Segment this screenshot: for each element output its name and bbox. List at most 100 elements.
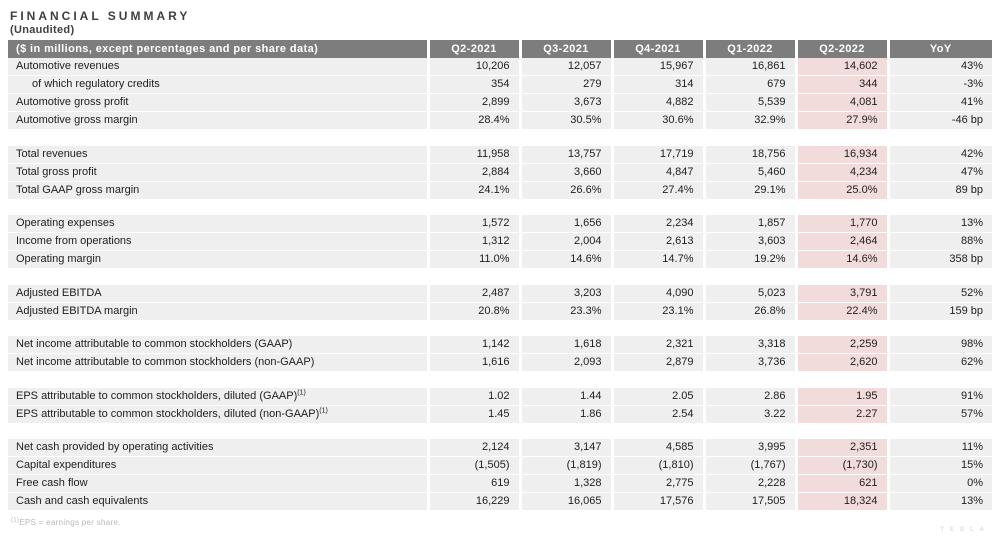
cell-value: 10,206	[426, 58, 520, 76]
yoy-value: 159 bp	[886, 302, 992, 321]
cell-value: 1.45	[426, 405, 520, 424]
row-label: Capital expenditures	[8, 456, 428, 475]
spacer-row	[8, 423, 992, 439]
row-label: Free cash flow	[8, 474, 428, 493]
yoy-value: 11%	[886, 439, 992, 457]
row-label: Cash and cash equivalents	[8, 492, 428, 511]
cell-value: 1.86	[518, 405, 612, 424]
table-row: Net cash provided by operating activitie…	[8, 439, 992, 457]
spacer-row	[8, 320, 992, 336]
yoy-value: 358 bp	[886, 250, 992, 269]
financial-summary-table: ($ in millions, except percentages and p…	[8, 40, 992, 511]
cell-value: 1,770	[794, 215, 888, 233]
row-label: Income from operations	[8, 232, 428, 251]
spacer-row	[8, 371, 992, 388]
cell-value: 32.9%	[702, 111, 796, 130]
cell-value: 2,775	[610, 474, 704, 493]
cell-value: 279	[518, 75, 612, 94]
cell-value: (1,810)	[610, 456, 704, 475]
cell-value: 2.05	[610, 387, 704, 406]
table-header-row: ($ in millions, except percentages and p…	[8, 40, 992, 58]
cell-value: 5,539	[702, 93, 796, 112]
yoy-value: 43%	[886, 58, 992, 76]
label-column-header: ($ in millions, except percentages and p…	[8, 40, 428, 58]
cell-value: 1,312	[426, 232, 520, 251]
cell-value: 28.4%	[426, 111, 520, 130]
yoy-value: 91%	[886, 387, 992, 406]
cell-value: 1,142	[426, 336, 520, 354]
row-label: EPS attributable to common stockholders,…	[8, 387, 428, 406]
column-header-q2-2022: Q2-2022	[794, 40, 888, 58]
cell-value: 1,857	[702, 215, 796, 233]
cell-value: 2,321	[610, 336, 704, 354]
cell-value: 2,228	[702, 474, 796, 493]
cell-value: 3,673	[518, 93, 612, 112]
cell-value: (1,505)	[426, 456, 520, 475]
row-label: Operating margin	[8, 250, 428, 269]
yoy-value: -46 bp	[886, 111, 992, 130]
table-row: Automotive gross profit 2,899 3,673 4,882 5,…	[8, 93, 992, 112]
table-row: Free cash flow 619 1,328 2,775 2,228 621 0%	[8, 474, 992, 493]
table-row: EPS attributable to common stockholders,…	[8, 387, 992, 406]
cell-value: 2,613	[610, 232, 704, 251]
cell-value: 1,656	[518, 215, 612, 233]
yoy-value: 13%	[886, 492, 992, 511]
cell-value: (1,767)	[702, 456, 796, 475]
cell-value: 679	[702, 75, 796, 94]
cell-value: 3,791	[794, 284, 888, 303]
yoy-value: 89 bp	[886, 181, 992, 200]
row-label: Automotive revenues	[8, 58, 428, 76]
cell-value: 23.1%	[610, 302, 704, 321]
table-row: Automotive gross margin 28.4% 30.5% 30.6% 32…	[8, 111, 992, 130]
footnote-superscript: (1)	[11, 517, 20, 524]
column-header-q4-2021: Q4-2021	[610, 40, 704, 58]
cell-value: 2,093	[518, 353, 612, 372]
cell-value: 2,884	[426, 163, 520, 182]
table-row: Automotive revenues 10,206 12,057 15,967 16,…	[8, 58, 992, 76]
cell-value: 3,995	[702, 439, 796, 457]
cell-value: 2,879	[610, 353, 704, 372]
row-label: Net cash provided by operating activitie…	[8, 439, 428, 457]
column-header-q2-2021: Q2-2021	[426, 40, 520, 58]
cell-value: 26.8%	[702, 302, 796, 321]
cell-value: 18,324	[794, 492, 888, 511]
cell-value: 3,147	[518, 439, 612, 457]
table-row: Income from operations 1,312 2,004 2,613 3,6…	[8, 232, 992, 251]
column-header-yoy: YoY	[886, 40, 992, 58]
cell-value: 16,065	[518, 492, 612, 511]
cell-value: 1,616	[426, 353, 520, 372]
table-row: Capital expenditures (1,505) (1,819) (1,810…	[8, 456, 992, 475]
yoy-value: 13%	[886, 215, 992, 233]
yoy-value: 0%	[886, 474, 992, 493]
cell-value: 18,756	[702, 145, 796, 164]
row-label: Net income attributable to common stockh…	[8, 353, 428, 372]
cell-value: 4,585	[610, 439, 704, 457]
cell-value: 314	[610, 75, 704, 94]
spacer-row	[8, 268, 992, 285]
cell-value: 14.7%	[610, 250, 704, 269]
cell-value: 354	[426, 75, 520, 94]
table-row: EPS attributable to common stockholders,…	[8, 405, 992, 424]
page-title: FINANCIAL SUMMARY	[10, 9, 191, 23]
cell-value: 23.3%	[518, 302, 612, 321]
footnote: (1)EPS = earnings per share.	[11, 517, 121, 527]
table-row: Operating margin 11.0% 14.6% 14.7% 19.2% 14.6…	[8, 250, 992, 269]
column-header-q3-2021: Q3-2021	[518, 40, 612, 58]
cell-value: 3,203	[518, 284, 612, 303]
cell-value: 14.6%	[794, 250, 888, 269]
row-label: Total GAAP gross margin	[8, 181, 428, 200]
cell-value: 1,572	[426, 215, 520, 233]
table-row: of which regulatory credits 354 279 314 679 3…	[8, 75, 992, 94]
cell-value: 17,719	[610, 145, 704, 164]
cell-value: 2.27	[794, 405, 888, 424]
row-label: Automotive gross margin	[8, 111, 428, 130]
row-label: EPS attributable to common stockholders,…	[8, 405, 428, 424]
cell-value: 17,576	[610, 492, 704, 511]
cell-value: 4,234	[794, 163, 888, 182]
cell-value: 344	[794, 75, 888, 94]
cell-value: 3,660	[518, 163, 612, 182]
row-label: Total gross profit	[8, 163, 428, 182]
table-row: Total gross profit 2,884 3,660 4,847 5,460 4,…	[8, 163, 992, 182]
cell-value: 29.1%	[702, 181, 796, 200]
